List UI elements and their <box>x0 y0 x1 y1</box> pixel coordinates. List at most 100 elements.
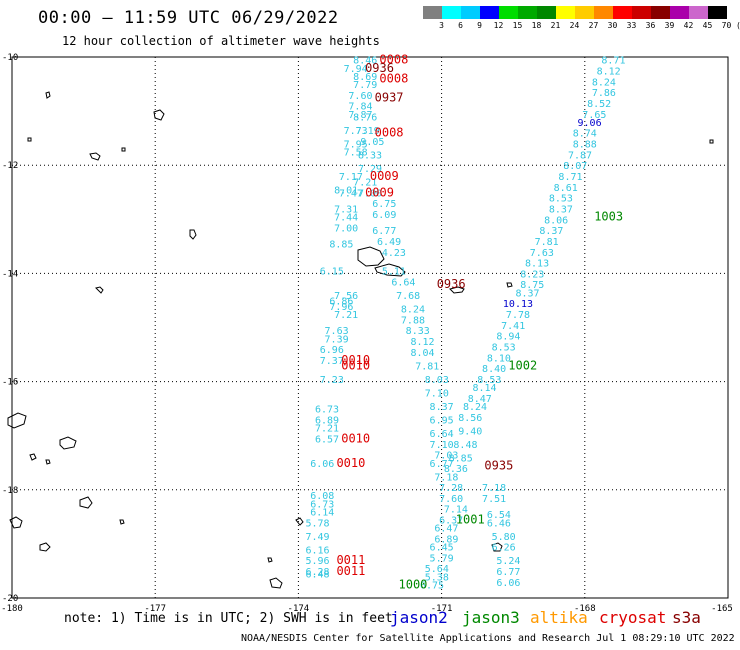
wave-height-labels: 8.467.948.697.797.607.847.878.767.737.19… <box>305 53 625 592</box>
wave-height-value: 8.85 <box>449 453 473 464</box>
wave-height-value: 7.84 <box>348 102 372 113</box>
wave-height-value: 7.78 <box>506 310 530 321</box>
longitude-label: -180 <box>1 604 23 614</box>
wave-height-value: 8.06 <box>544 215 568 226</box>
wave-height-value: 6.96 <box>320 345 344 356</box>
latitude-label: -16 <box>2 378 18 388</box>
wave-height-value: 6.37 <box>439 516 463 527</box>
island-manua <box>506 282 513 288</box>
wave-height-value: 6.89 <box>434 534 458 545</box>
wave-height-value: 7.37 <box>320 356 344 367</box>
legend-swatch <box>518 6 537 19</box>
wave-height-value: 6.89 <box>315 415 339 426</box>
island-small-6 <box>27 137 32 142</box>
wave-height-value: 8.52 <box>587 99 611 110</box>
wave-height-value: 8.48 <box>453 440 477 451</box>
wave-height-value: 6.47 <box>434 524 458 535</box>
wave-height-value: 6.86 <box>329 296 353 307</box>
wave-height-value: 8.07 <box>563 161 587 172</box>
wave-height-value: 8.71 <box>601 56 625 67</box>
wave-height-value: 8.85 <box>329 240 353 251</box>
wave-height-value: 8.53 <box>549 194 573 205</box>
wave-height-value: 6.08 <box>310 491 334 502</box>
island-lau-2 <box>79 496 93 509</box>
pass-time-label: 0936 <box>437 277 466 291</box>
footnote: note: 1) Time is in UTC; 2) SWH is in fe… <box>64 611 393 626</box>
wave-height-value: 7.51 <box>482 494 506 505</box>
wave-height-value: 6.77 <box>430 459 454 470</box>
axis-labels: -180 -177 -174 -171 -168 -165 -10 -12 -14 -16 -18 -… <box>1 53 733 614</box>
wave-height-value: 6.75 <box>420 580 444 591</box>
satellite-jason2: jason2 <box>390 608 448 627</box>
legend-tick: 3 <box>439 21 444 30</box>
pass-time-label: 0010 <box>341 431 370 445</box>
wave-height-value: 7.00 <box>334 223 358 234</box>
wave-height-value: 7.68 <box>396 291 420 302</box>
legend-swatch <box>537 6 556 19</box>
wave-height-value: 8.40 <box>482 364 506 375</box>
wave-height-value: 7.96 <box>329 302 353 313</box>
legend-swatch <box>689 6 708 19</box>
wave-height-value: 7.60 <box>439 494 463 505</box>
wave-height-value: 6.64 <box>391 278 415 289</box>
island-small-9 <box>119 519 125 525</box>
island-small-4 <box>709 139 714 144</box>
page-subtitle: 12 hour collection of altimeter wave hei… <box>62 34 380 48</box>
legend-swatch <box>670 6 689 19</box>
wave-height-value: 5.24 <box>496 556 520 567</box>
pass-time-label: 0009 <box>370 169 399 183</box>
wave-height-value: 7.19 <box>356 126 380 137</box>
pass-time-label: 0008 <box>375 126 404 140</box>
island-savaii <box>357 246 385 267</box>
wave-height-value: 7.31 <box>334 204 358 215</box>
longitude-label: -177 <box>144 604 166 614</box>
wave-height-value: 8.04 <box>410 348 434 359</box>
wave-height-value: 8.33 <box>358 150 382 161</box>
wave-height-value: 6.09 <box>372 210 396 221</box>
wave-height-value: 8.74 <box>573 129 597 140</box>
legend-swatch <box>423 6 442 19</box>
pass-time-label: 0008 <box>379 72 408 86</box>
pass-time-label: 1002 <box>508 358 537 372</box>
grid-lines <box>12 57 728 598</box>
wave-height-value: 6.14 <box>310 507 334 518</box>
wave-height-value: 7.86 <box>592 88 616 99</box>
wave-height-value: 6.48 <box>305 570 329 581</box>
legend-swatch <box>575 6 594 19</box>
wave-height-value: 7.21 <box>315 424 339 435</box>
wave-height-value: 7.47 <box>339 188 363 199</box>
legend-swatch <box>442 6 461 19</box>
wave-height-value: 8.37 <box>549 204 573 215</box>
wave-height-value: 6.73 <box>315 405 339 416</box>
island-small-7 <box>29 453 37 461</box>
wave-height-value: 7.81 <box>415 361 439 372</box>
wave-height-value: 8.12 <box>597 67 621 78</box>
wave-height-value: 10.13 <box>503 299 533 310</box>
legend-tick: 15 <box>512 21 523 30</box>
pass-time-label: 1003 <box>594 210 623 224</box>
legend-tick: 70 <box>721 21 732 30</box>
legend-tick: (ft) <box>736 21 740 30</box>
wave-height-value: 8.69 <box>353 72 377 83</box>
island-upolu <box>374 263 406 277</box>
island-small-5 <box>121 147 126 152</box>
wave-height-value: 8.61 <box>554 183 578 194</box>
legend-tick: 12 <box>493 21 504 30</box>
pass-time-label: 1000 <box>399 577 428 591</box>
legend-swatch <box>480 6 499 19</box>
island-niue <box>491 542 503 552</box>
pass-time-label: 0935 <box>484 458 513 472</box>
wave-height-value: 5.96 <box>305 556 329 567</box>
wave-height-value: 6.77 <box>372 226 396 237</box>
satellite-cryosat: cryosat <box>599 608 667 627</box>
wave-height-value: 6.49 <box>377 237 401 248</box>
credit-line: NOAA/NESDIS Center for Satellite Applica… <box>241 633 735 644</box>
wave-height-value: 8.10 <box>487 353 511 364</box>
wave-height-value: 7.23 <box>320 375 344 386</box>
wave-height-value: 7.79 <box>353 80 377 91</box>
latitude-label: -18 <box>2 486 18 496</box>
map-frame <box>11 56 729 599</box>
pass-time-label: 1001 <box>456 513 485 527</box>
wave-height-value: 8.14 <box>473 383 497 394</box>
